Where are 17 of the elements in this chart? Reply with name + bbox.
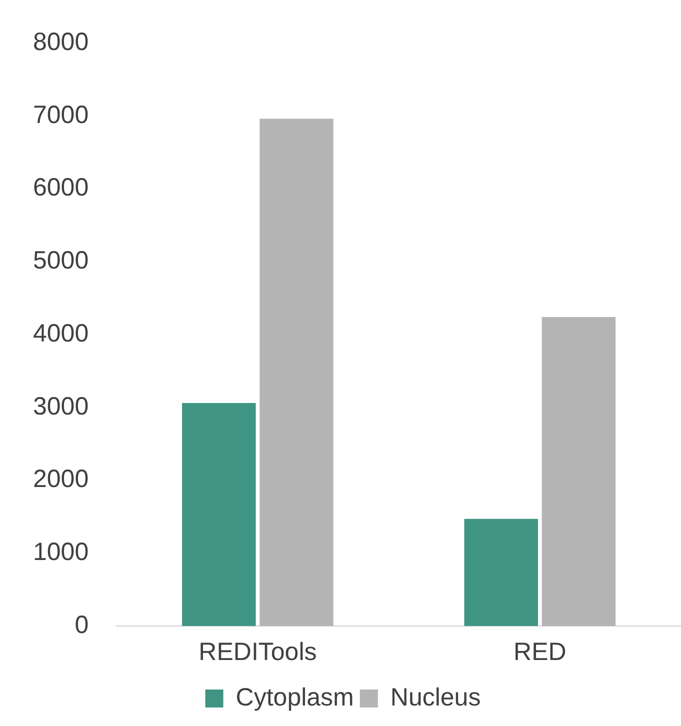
y-tick-label: 2000 bbox=[32, 465, 89, 494]
bar bbox=[260, 118, 334, 626]
y-tick-label: 5000 bbox=[32, 246, 89, 275]
y-tick-label: 7000 bbox=[32, 100, 89, 129]
y-tick-label: 4000 bbox=[32, 319, 89, 348]
bar bbox=[182, 403, 256, 626]
bar bbox=[464, 518, 538, 626]
legend-label: Cytoplasm bbox=[236, 683, 354, 712]
y-tick-label: 6000 bbox=[32, 174, 89, 202]
y-tick-label: 0 bbox=[74, 610, 89, 639]
y-tick-label: 8000 bbox=[32, 28, 89, 56]
legend-label: Nucleus bbox=[390, 683, 481, 712]
bar bbox=[542, 317, 616, 626]
y-tick-label: 3000 bbox=[32, 392, 89, 420]
x-tick-label: REDITools bbox=[198, 638, 317, 666]
y-tick-label: 1000 bbox=[32, 538, 89, 566]
x-tick-label: RED bbox=[514, 638, 566, 666]
